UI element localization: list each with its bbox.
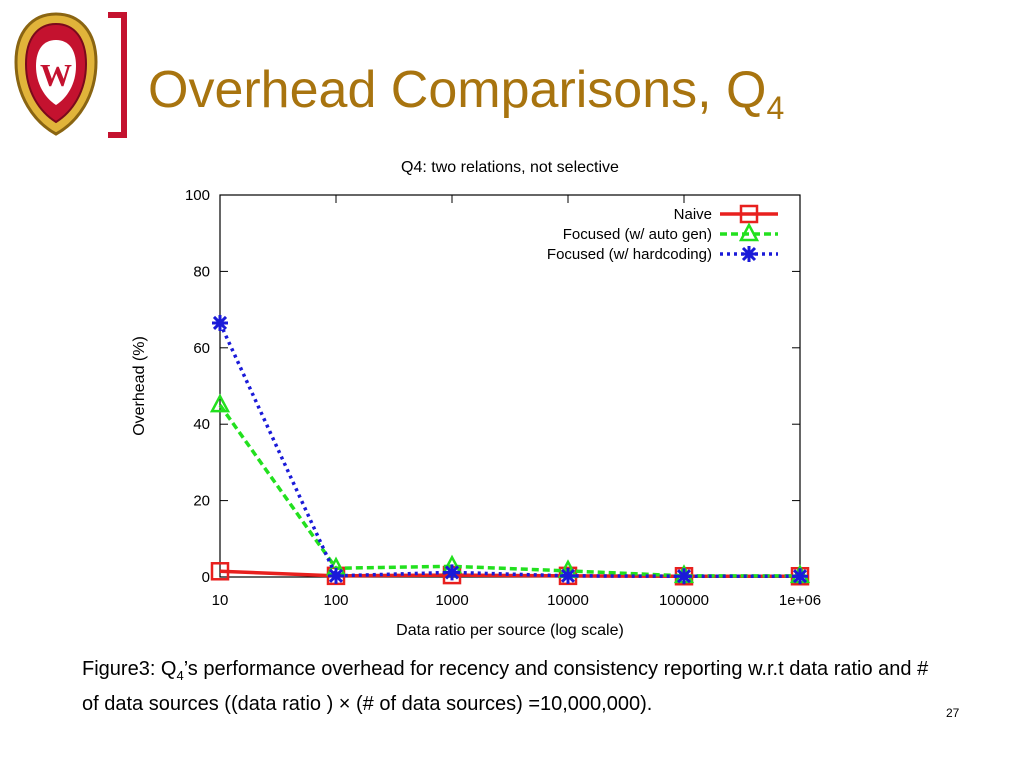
caption-prefix: Figure3: Q (82, 658, 177, 680)
data-point (676, 568, 692, 585)
legend-marker (741, 246, 757, 262)
series-line (218, 404, 800, 578)
data-point (444, 564, 460, 581)
x-tick-label: 10 (212, 592, 229, 609)
uw-crest-icon: W (14, 12, 98, 136)
caption-text: ’s performance overhead for recency and … (82, 658, 929, 715)
y-axis-label: Overhead (%) (131, 336, 148, 436)
data-point (792, 568, 808, 585)
data-point (210, 562, 230, 581)
y-tick-label: 100 (185, 187, 210, 204)
legend-marker (739, 204, 759, 224)
title-bracket (108, 12, 127, 138)
title-subscript: 4 (766, 90, 785, 126)
axis-ticks: 10 100 1000 10000 100000 1e+06 0 20 40 60 80 100 (185, 187, 821, 609)
plot-frame (219, 194, 801, 578)
series-line (218, 322, 800, 578)
x-tick-label: 1000 (435, 592, 468, 609)
legend-label: Focused (w/ auto gen) (563, 226, 712, 243)
page-number: 27 (946, 706, 960, 720)
y-tick-label: 20 (193, 493, 210, 510)
x-tick-label: 10000 (547, 592, 589, 609)
legend-label: Focused (w/ hardcoding) (547, 246, 712, 263)
chart-title: Q4: two relations, not selective (401, 159, 619, 176)
slide-title: Overhead Comparisons, Q4 (148, 60, 784, 126)
crest-letter: W (40, 57, 72, 93)
series-group (209, 314, 811, 586)
x-tick-label: 1e+06 (779, 592, 821, 609)
x-axis-label: Data ratio per source (log scale) (396, 622, 624, 639)
data-point (212, 314, 228, 331)
data-point (209, 393, 231, 413)
legend-marker (738, 222, 760, 242)
caption-subscript: 4 (176, 668, 184, 683)
figure-caption: Figure3: Q4’s performance overhead for r… (82, 655, 942, 719)
y-tick-label: 0 (202, 569, 210, 586)
x-tick-label: 100000 (659, 592, 709, 609)
title-text: Overhead Comparisons, Q (148, 61, 767, 119)
x-tick-label: 100 (323, 592, 348, 609)
data-point (560, 567, 576, 584)
overhead-chart: Q4: two relations, not selective 10 100 10… (131, 159, 821, 639)
legend: Naive Focused (w/ auto gen) Focused (w/ ha… (547, 204, 778, 263)
y-tick-label: 80 (193, 263, 210, 280)
y-tick-label: 60 (193, 340, 210, 357)
data-point (328, 567, 344, 584)
y-tick-label: 40 (193, 416, 210, 433)
legend-label: Naive (674, 206, 712, 223)
